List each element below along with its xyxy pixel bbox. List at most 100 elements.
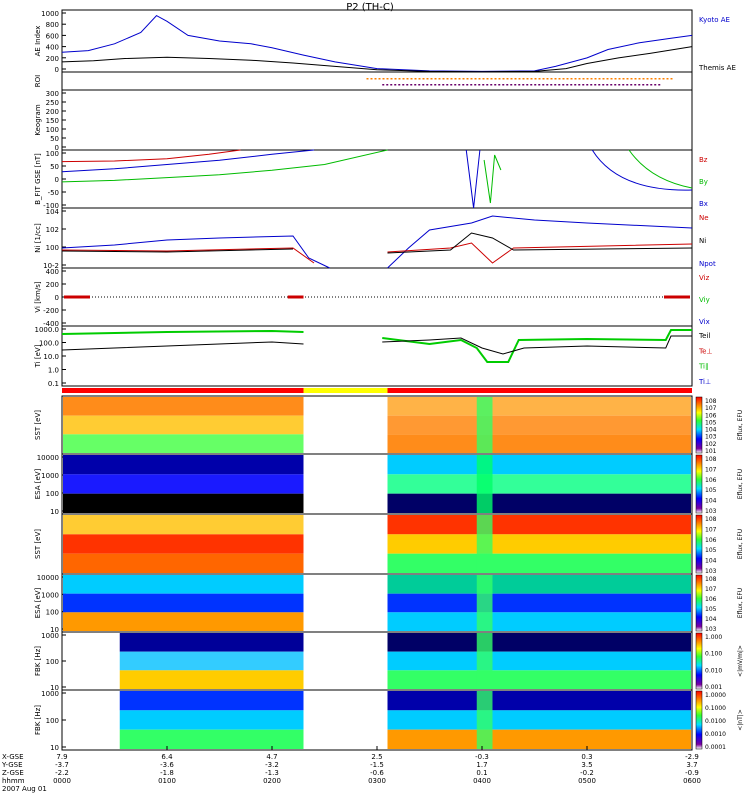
ytick-label: 0 — [55, 294, 59, 302]
colorbar-esa_i — [695, 574, 703, 632]
roi-mark — [490, 78, 493, 80]
xcoord-value: -1.5 — [370, 761, 384, 769]
ytick-label: 1000.0 — [35, 326, 60, 334]
xtick-label: 0100 — [158, 777, 176, 785]
ytick-label: 10-2 — [43, 262, 59, 270]
roi-mark — [498, 78, 501, 80]
colorbar-label: <|mV/m|> — [737, 645, 744, 677]
colorbar-tick: 0.0100 — [705, 718, 726, 725]
colorbar-label: <|nT|> — [737, 709, 744, 731]
xcoord-value: -3.7 — [55, 761, 69, 769]
roi-mark — [522, 78, 525, 80]
roi-mark — [618, 78, 621, 80]
panel-ylabel-ae: AE Index — [34, 26, 42, 57]
colorbar-tick: 105 — [705, 487, 717, 494]
colorbar-tick: 107 — [705, 526, 717, 533]
ytick-label: 102 — [46, 226, 59, 234]
colorbar-tick: 106 — [705, 596, 717, 603]
spectrogram-cell — [387, 434, 691, 453]
series-by — [628, 149, 693, 189]
roi-mark — [502, 78, 505, 80]
roi-mark — [606, 84, 609, 86]
colorbar-tick: 106 — [705, 477, 717, 484]
roi-mark — [586, 84, 589, 86]
series-ne — [387, 242, 693, 264]
legend-entry: Ti⊥ — [698, 378, 711, 386]
panel-frame-ti — [61, 325, 693, 387]
roi-mark — [546, 78, 549, 80]
xcoord-value: -0.3 — [475, 753, 489, 761]
ytick-label: 100 — [46, 717, 59, 725]
roi-mark — [442, 84, 445, 86]
roi-mark — [406, 78, 409, 80]
ytick-label: 250 — [46, 99, 59, 107]
roi-mark — [574, 78, 577, 80]
roi-mark — [570, 78, 573, 80]
ytick-label: -200 — [43, 307, 59, 315]
colorbar-tick: 102 — [705, 441, 717, 448]
roi-mark — [566, 84, 569, 86]
colorbar-tick: 108 — [705, 398, 717, 405]
roi-mark — [474, 78, 477, 80]
series-ni — [387, 232, 693, 254]
colorbar-tick: 0.010 — [705, 667, 722, 674]
legend-entry: Kyoto AE — [699, 16, 730, 24]
colorbar-tick: 108 — [705, 516, 717, 523]
roi-mark — [414, 78, 417, 80]
panel-ylabel-bfit: B_FIT GSE [nT] — [34, 153, 42, 205]
roi-mark — [438, 84, 441, 86]
panel-frame-keogram — [61, 89, 693, 151]
panel-frame-ae — [61, 9, 693, 73]
spectrogram-feature — [476, 515, 493, 573]
spectrogram-cell — [387, 553, 691, 573]
colorbar-fbk_e — [695, 632, 703, 690]
panel-frame-ni — [61, 207, 693, 269]
roi-mark — [434, 78, 437, 80]
colorbar-fbk_b — [695, 690, 703, 750]
spectrogram-cell — [63, 515, 304, 535]
roi-mark — [398, 84, 401, 86]
ytick-label: 400 — [46, 268, 59, 276]
roi-mark — [430, 84, 433, 86]
colorbar-tick: 0.1000 — [705, 705, 726, 712]
roi-mark — [654, 84, 657, 86]
roi-mark — [594, 84, 597, 86]
roi-mark — [418, 84, 421, 86]
colorbar-tick: 107 — [705, 466, 717, 473]
roi-mark — [462, 84, 465, 86]
roi-mark — [526, 78, 529, 80]
spectrogram-cell — [387, 515, 691, 535]
spectrogram-cell — [63, 434, 304, 453]
roi-mark — [438, 78, 441, 80]
spectrogram-cell — [63, 553, 304, 573]
spectrogram-cell — [387, 455, 691, 475]
ytick-label: 10 — [50, 744, 59, 752]
ytick-label: 1000 — [41, 632, 59, 640]
series-kyoto-ae — [61, 14, 693, 72]
roi-mark — [430, 78, 433, 80]
spectrogram-cell — [63, 397, 304, 416]
roi-mark — [458, 84, 461, 86]
roi-mark — [390, 84, 393, 86]
roi-mark — [530, 78, 533, 80]
colorbar-tick: 105 — [705, 547, 717, 554]
ytick-label: 100.0 — [39, 340, 59, 348]
roi-mark — [562, 84, 565, 86]
colorbar-esa_e — [695, 454, 703, 514]
spectrogram-cell — [387, 670, 691, 689]
series-by — [483, 154, 502, 204]
roi-mark — [602, 84, 605, 86]
roi-mark — [386, 78, 389, 80]
roi-mark — [394, 78, 397, 80]
series-themis-ae — [61, 46, 693, 73]
legend-entry: Ti∥ — [698, 363, 709, 371]
ytick-label: 1000 — [41, 10, 59, 18]
xcoord-value: 3.7 — [686, 761, 697, 769]
colorbar-tick: 1.000 — [705, 634, 722, 641]
roi-mark — [618, 84, 621, 86]
roi-mark — [474, 84, 477, 86]
spectrogram-cell — [387, 651, 691, 671]
roi-mark — [470, 84, 473, 86]
colorbar-label: Eflux, EFU — [737, 529, 744, 559]
